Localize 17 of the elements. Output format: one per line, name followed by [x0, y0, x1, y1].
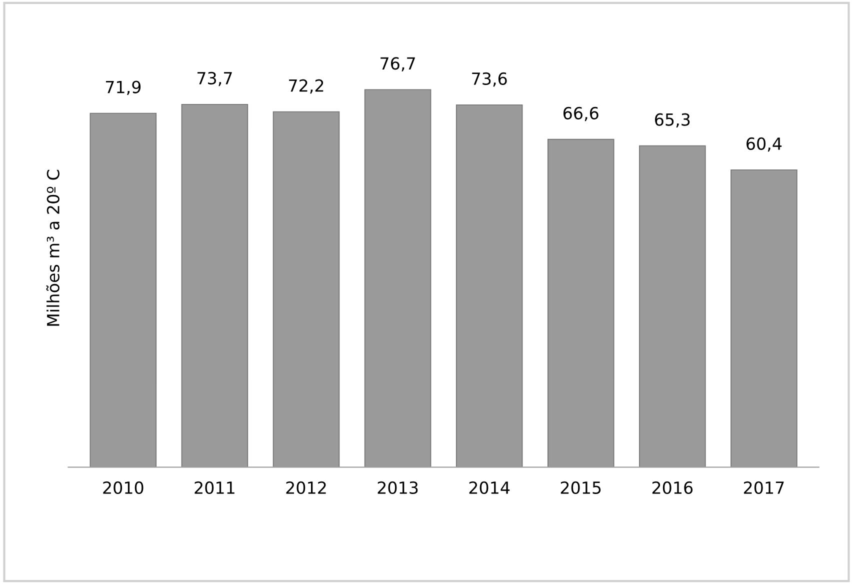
data-label: 72,2 — [289, 79, 324, 94]
x-tick-label: 2016 — [652, 481, 693, 494]
x-tick-label: 2017 — [744, 481, 784, 494]
x-tick-label: 2010 — [103, 481, 144, 494]
x-tick-label: 2013 — [378, 481, 418, 494]
y-axis-title: Milhões m³ a 20º C — [46, 170, 60, 326]
data-label: 76,7 — [380, 57, 415, 72]
data-label: 65,3 — [655, 113, 690, 128]
x-tick-label: 2015 — [560, 481, 601, 494]
x-tick-label: 2014 — [469, 481, 510, 494]
x-tick-label: 2011 — [194, 481, 234, 494]
data-label: 73,7 — [198, 72, 232, 86]
data-label: 66,6 — [563, 106, 598, 122]
data-label: 73,6 — [472, 72, 507, 87]
x-tick-label: 2012 — [286, 481, 326, 494]
data-label: 60,4 — [746, 137, 782, 152]
data-label: 71,9 — [106, 80, 141, 96]
